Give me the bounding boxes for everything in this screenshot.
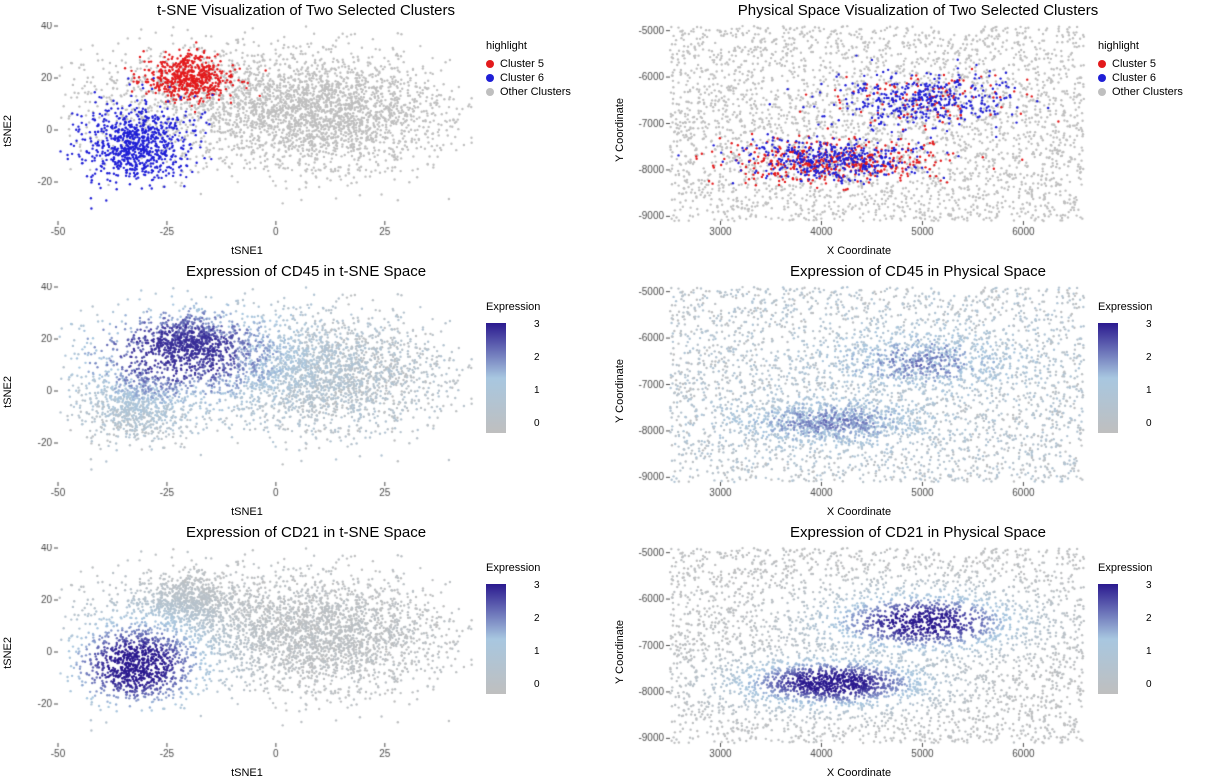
colorbar-tick: 2 [534,613,540,624]
colorbar-tick: 3 [1146,580,1152,591]
ylabel: Y Coordinate [612,620,628,684]
xlabel: tSNE1 [16,765,478,783]
colorbar-tick: 3 [1146,319,1152,330]
legend: Expression 3 2 1 0 [478,261,612,522]
colorbar-tick: 0 [534,418,540,429]
colorbar-tick: 3 [534,580,540,591]
colorbar [486,584,506,694]
legend-item: Cluster 5 [1098,58,1218,70]
panel-title: t-SNE Visualization of Two Selected Clus… [0,2,612,19]
panel-p4: Y Coordinate Expression of CD45 in Physi… [612,261,1224,522]
legend-item: Cluster 6 [486,72,606,84]
legend-title: Expression [486,562,606,574]
panel-title: Physical Space Visualization of Two Sele… [612,2,1224,19]
colorbar-tick: 1 [1146,646,1152,657]
legend: Expression 3 2 1 0 [1090,261,1224,522]
colorbar-tick: 1 [534,385,540,396]
legend-title: highlight [486,40,606,52]
panel-p5: tSNE2 Expression of CD21 in t-SNE Space … [0,522,612,783]
colorbar-tick: 1 [534,646,540,657]
ylabel: tSNE2 [0,637,16,669]
legend-title: highlight [1098,40,1218,52]
ylabel: Y Coordinate [612,359,628,423]
colorbar-tick: 2 [534,352,540,363]
legend-label: Cluster 5 [500,58,544,70]
legend-item: Other Clusters [1098,86,1218,98]
legend-item: Other Clusters [486,86,606,98]
panel-title: Expression of CD21 in t-SNE Space [0,524,612,541]
plot-canvas [628,22,1090,243]
colorbar [1098,323,1118,433]
legend: Expression 3 2 1 0 [1090,522,1224,783]
panel-p3: tSNE2 Expression of CD45 in t-SNE Space … [0,261,612,522]
plot-canvas [16,544,478,765]
panel-p1: tSNE2 t-SNE Visualization of Two Selecte… [0,0,612,261]
legend-label: Cluster 5 [1112,58,1156,70]
colorbar-tick: 2 [1146,613,1152,624]
plot-canvas [628,544,1090,765]
legend-label: Cluster 6 [1112,72,1156,84]
xlabel: X Coordinate [628,243,1090,261]
colorbar [1098,584,1118,694]
ylabel: tSNE2 [0,115,16,147]
colorbar-tick: 1 [1146,385,1152,396]
ylabel: Y Coordinate [612,98,628,162]
plot-canvas [628,283,1090,504]
legend: Expression 3 2 1 0 [478,522,612,783]
legend: highlight Cluster 5 Cluster 6 Other Cluster… [1090,0,1224,261]
panel-p2: Y Coordinate Physical Space Visualizatio… [612,0,1224,261]
colorbar-tick: 0 [534,679,540,690]
xlabel: tSNE1 [16,243,478,261]
ylabel: tSNE2 [0,376,16,408]
colorbar-tick: 0 [1146,418,1152,429]
panel-title: Expression of CD21 in Physical Space [612,524,1224,541]
legend-title: Expression [1098,562,1218,574]
legend-title: Expression [486,301,606,313]
colorbar-tick: 2 [1146,352,1152,363]
panel-title: Expression of CD45 in Physical Space [612,263,1224,280]
colorbar-tick: 3 [534,319,540,330]
colorbar [486,323,506,433]
xlabel: tSNE1 [16,504,478,522]
figure-grid: tSNE2 t-SNE Visualization of Two Selecte… [0,0,1224,783]
legend-label: Other Clusters [1112,86,1183,98]
legend: highlight Cluster 5 Cluster 6 Other Cluster… [478,0,612,261]
colorbar-tick: 0 [1146,679,1152,690]
xlabel: X Coordinate [628,765,1090,783]
legend-label: Other Clusters [500,86,571,98]
legend-item: Cluster 6 [1098,72,1218,84]
panel-p6: Y Coordinate Expression of CD21 in Physi… [612,522,1224,783]
panel-title: Expression of CD45 in t-SNE Space [0,263,612,280]
legend-item: Cluster 5 [486,58,606,70]
legend-label: Cluster 6 [500,72,544,84]
legend-title: Expression [1098,301,1218,313]
xlabel: X Coordinate [628,504,1090,522]
plot-canvas [16,22,478,243]
plot-canvas [16,283,478,504]
